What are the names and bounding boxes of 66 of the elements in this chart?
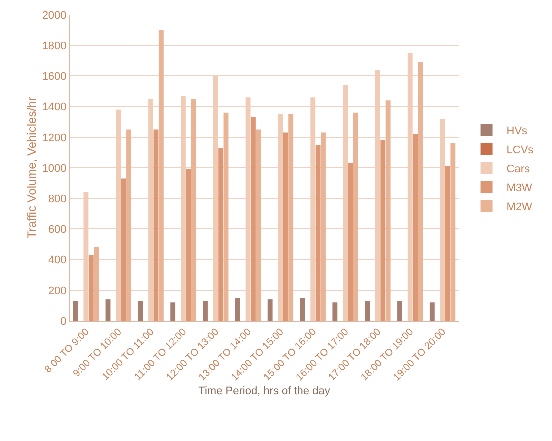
bar	[126, 130, 132, 321]
y-tick-label: 400	[48, 254, 67, 267]
bar	[84, 192, 89, 321]
bar	[170, 302, 176, 321]
bar	[365, 301, 370, 321]
bar	[278, 114, 284, 321]
bar	[288, 114, 294, 321]
bar	[343, 85, 348, 321]
bar	[413, 134, 418, 321]
legend-label: M3W	[506, 182, 534, 194]
bar	[246, 98, 251, 321]
x-axis-title: Time Period, hrs of the day	[198, 386, 331, 398]
y-tick-label: 1200	[42, 132, 67, 144]
bar	[398, 301, 402, 321]
y-axis-title: Traffic Volume, Vehicles/hr	[25, 97, 39, 239]
y-tick-label: 2000	[42, 10, 67, 22]
bar	[386, 100, 391, 321]
bar	[213, 76, 218, 321]
y-tick-label: 1600	[42, 71, 67, 84]
y-tick-label: 0	[60, 316, 67, 328]
bar	[203, 301, 208, 321]
bar	[440, 119, 446, 321]
y-tick-label: 800	[48, 193, 67, 206]
bar	[256, 130, 262, 321]
bar	[138, 301, 144, 321]
bar	[348, 163, 354, 321]
bar	[154, 130, 159, 321]
bar	[116, 110, 122, 321]
bar	[418, 62, 424, 321]
y-tick-label: 1000	[42, 162, 67, 175]
bar	[148, 99, 154, 321]
bar	[283, 132, 288, 321]
bar	[353, 112, 358, 321]
bar	[158, 30, 164, 321]
bar	[268, 300, 273, 321]
bar	[300, 298, 306, 321]
bar	[224, 112, 229, 321]
bar	[88, 255, 94, 321]
y-tick-label: 1800	[42, 40, 67, 52]
legend-label: Cars	[506, 163, 531, 176]
legend-label: LCVs	[506, 144, 534, 156]
bar	[310, 98, 316, 321]
bar	[121, 178, 126, 321]
bar	[332, 302, 338, 321]
bar	[430, 302, 435, 321]
y-tick-label: 600	[48, 224, 67, 236]
bar	[218, 148, 224, 321]
bar	[106, 300, 111, 321]
bar	[450, 144, 456, 321]
bar	[180, 96, 186, 321]
bar	[446, 166, 450, 321]
bar	[73, 301, 78, 321]
bar	[321, 132, 326, 321]
bar	[186, 170, 192, 321]
bar	[316, 145, 321, 321]
bar	[380, 140, 386, 321]
bar	[94, 248, 100, 321]
y-tick-label: 1400	[42, 102, 67, 114]
bar	[375, 70, 380, 321]
y-tick-label: 200	[48, 285, 67, 298]
legend-label: M2W	[506, 201, 534, 214]
bar	[235, 298, 240, 321]
bar	[251, 118, 256, 321]
bar	[191, 99, 196, 321]
legend-label: HVs	[506, 125, 528, 138]
bar	[408, 53, 413, 321]
